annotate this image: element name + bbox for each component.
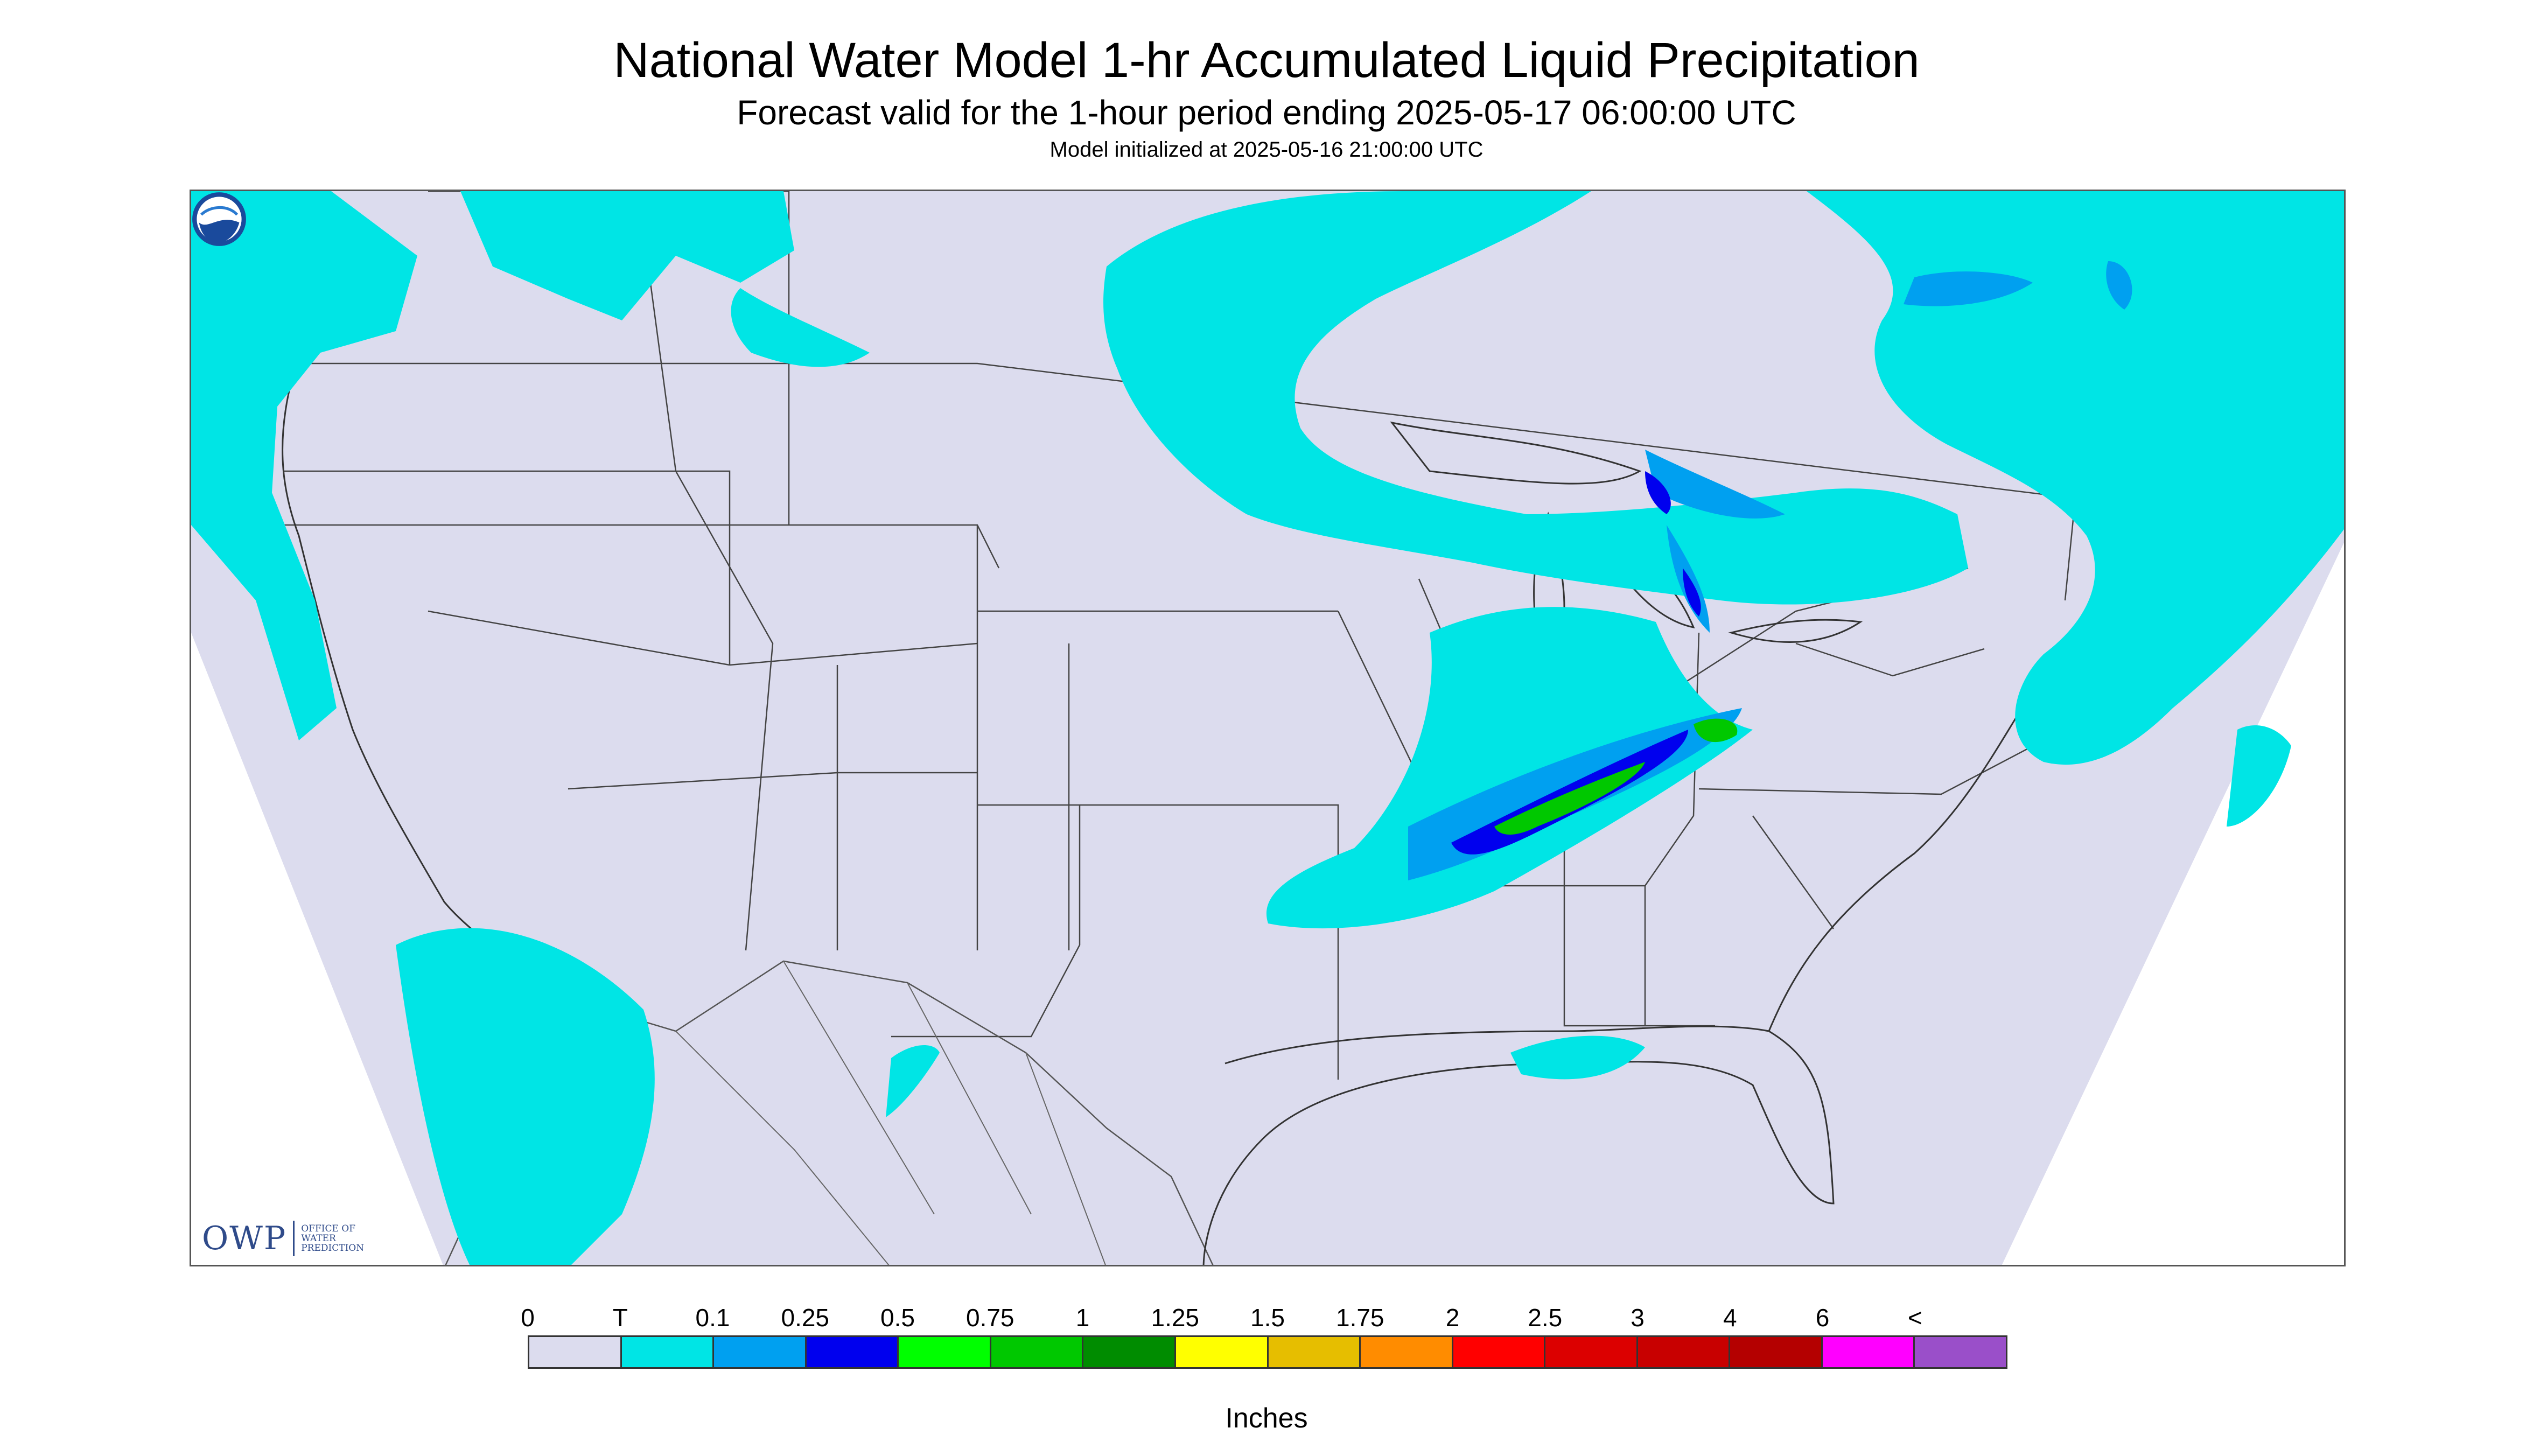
noaa-logo-icon [192, 192, 246, 246]
model-init-note: Model initialized at 2025-05-16 21:00:00… [1049, 138, 1484, 162]
legend-tick-label: 2 [1445, 1304, 1460, 1332]
legend-tick-label: T [612, 1304, 628, 1332]
legend-swatch [1268, 1337, 1361, 1367]
legend-tick-label: 0.25 [781, 1304, 830, 1332]
owp-logo-mark: OWP [202, 1220, 287, 1257]
legend-swatch [1175, 1337, 1269, 1367]
legend-swatch [714, 1337, 807, 1367]
legend-labels: 0 T 0.1 0.25 0.5 0.75 1 1.25 1.5 1.75 2 2.5 3 4 6 < [521, 1303, 2007, 1335]
legend-tick-label: 1.75 [1335, 1304, 1384, 1332]
legend-swatch [1730, 1337, 1823, 1367]
owp-logo-divider [293, 1221, 295, 1256]
legend-bar [528, 1335, 2007, 1369]
owp-logo-text: Office of Water Prediction [301, 1223, 365, 1254]
legend-swatch [1638, 1337, 1731, 1367]
precipitation-map: OWP Office of Water Prediction [190, 190, 2346, 1266]
legend-tick-label: 1 [1075, 1304, 1090, 1332]
legend-tick-label: 0.1 [695, 1304, 730, 1332]
legend-tick-label: 3 [1631, 1304, 1645, 1332]
legend-tick-label: < [1907, 1304, 1922, 1332]
legend-swatch [1822, 1337, 1915, 1367]
legend-swatch [991, 1337, 1084, 1367]
legend-swatch [806, 1337, 899, 1367]
page-title: National Water Model 1-hr Accumulated Li… [613, 33, 1920, 88]
legend-swatch [1915, 1337, 2006, 1367]
precip-0-5 [1494, 718, 1738, 835]
legend-tick-label: 6 [1815, 1304, 1830, 1332]
legend-tick-label: 1.5 [1250, 1304, 1285, 1332]
owp-logo: OWP Office of Water Prediction [202, 1220, 382, 1257]
legend-tick-label: 0 [521, 1304, 535, 1332]
legend-tick-label: 0.5 [880, 1304, 915, 1332]
legend-tick-label: 1.25 [1151, 1304, 1200, 1332]
legend-unit-label: Inches [1225, 1403, 1308, 1434]
forecast-valid-subtitle: Forecast valid for the 1-hour period end… [737, 93, 1796, 132]
legend-tick-label: 0.75 [965, 1304, 1014, 1332]
legend-swatch [529, 1337, 622, 1367]
legend-tick-label: 2.5 [1528, 1304, 1563, 1332]
legend-swatch [1361, 1337, 1453, 1367]
legend-swatch [621, 1337, 715, 1367]
legend-swatch [1545, 1337, 1638, 1367]
color-legend: 0 T 0.1 0.25 0.5 0.75 1 1.25 1.5 1.75 2 2.5 3 4 6 < [521, 1303, 2007, 1369]
legend-swatch [899, 1337, 991, 1367]
map-canvas [191, 191, 2344, 1265]
legend-tick-label: 4 [1723, 1304, 1737, 1332]
legend-swatch [1083, 1337, 1176, 1367]
legend-swatch [1453, 1337, 1546, 1367]
